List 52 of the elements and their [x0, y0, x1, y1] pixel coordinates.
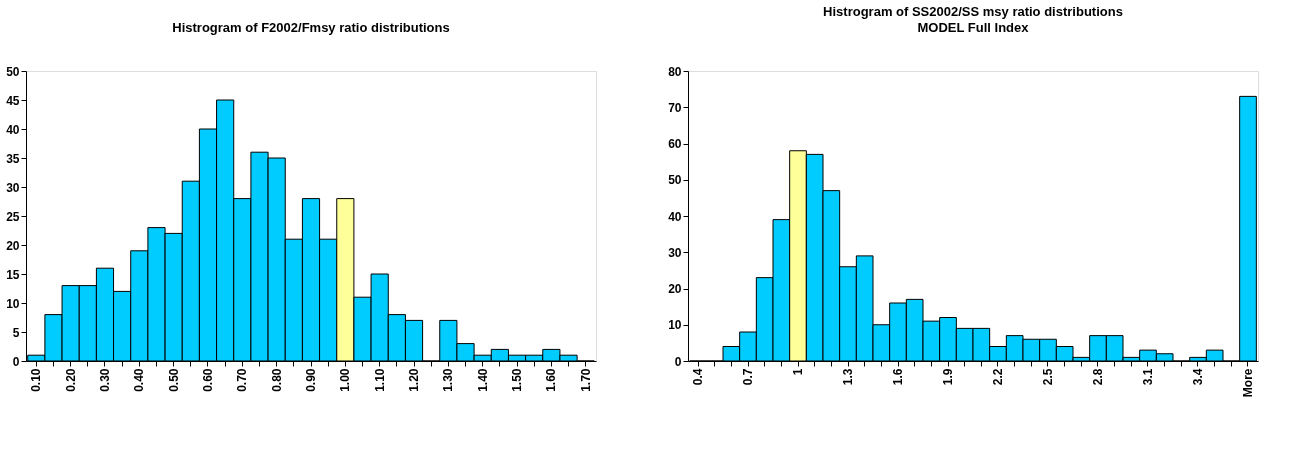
y-tick-label: 50: [6, 64, 20, 79]
x-tick-label: More: [1241, 368, 1255, 398]
y-tick-label: 30: [6, 180, 20, 195]
y-tick-label: 45: [6, 93, 20, 108]
x-tick-label: 0.70: [235, 368, 250, 392]
x-tick-label: 1.50: [510, 368, 525, 392]
x-tick-label: 2.8: [1091, 368, 1105, 386]
y-tick-label: 5: [12, 325, 20, 340]
x-tick-label: 1.40: [475, 368, 490, 392]
y-tick-label: 0: [674, 354, 682, 369]
y-tick-label: 40: [668, 209, 682, 224]
x-tick-label: 1.70: [578, 368, 593, 392]
x-tick-label: 2.2: [991, 368, 1005, 386]
x-tick-label: 0.80: [269, 368, 284, 392]
x-tick-label: 3.1: [1141, 368, 1155, 386]
chart-subtitle: MODEL Full Index: [917, 20, 1030, 35]
y-tick-label: 70: [668, 100, 682, 115]
x-tick-label: 0.40: [132, 368, 147, 392]
y-tick-label: 10: [668, 318, 682, 333]
y-tick-label: 25: [6, 209, 20, 224]
x-tick-label: 1.10: [372, 368, 387, 392]
x-tick-label: 0.60: [200, 368, 215, 392]
chart-title: Histrogram of SS2002/SS msy ratio distributions: [823, 4, 1123, 19]
x-tick-label: 0.50: [166, 368, 181, 392]
x-tick-label: 2.5: [1041, 368, 1055, 386]
y-tick-label: 60: [668, 137, 682, 151]
y-tick-label: 15: [6, 267, 20, 282]
x-tick-label: 1.6: [891, 368, 905, 386]
x-tick-label: 0.90: [304, 368, 318, 392]
x-tick-label: 1.20: [407, 368, 422, 392]
x-tick-label: 1: [791, 368, 805, 376]
y-tick-label: 20: [668, 282, 682, 296]
y-tick-label: 0: [12, 354, 20, 369]
x-tick-label: 0.7: [741, 368, 755, 386]
y-tick-label: 30: [668, 245, 682, 260]
x-tick-label: 3.4: [1191, 368, 1205, 386]
x-tick-label: 1.30: [441, 368, 456, 392]
chart-title: Histrogram of F2002/Fmsy ratio distributions: [172, 20, 450, 35]
y-tick-label: 80: [668, 64, 682, 79]
x-tick-label: 0.10: [29, 368, 44, 392]
x-tick-label: 0.4: [691, 368, 705, 386]
y-tick-label: 20: [6, 238, 20, 253]
x-tick-label: 1.60: [544, 368, 559, 392]
x-tick-label: 0.20: [63, 368, 78, 392]
y-tick-label: 50: [668, 173, 682, 188]
y-tick-label: 40: [6, 122, 20, 137]
x-tick-label: 1.3: [841, 368, 855, 386]
y-tick-label: 35: [6, 151, 20, 166]
y-tick-label: 10: [6, 296, 20, 311]
x-tick-label: 1.00: [338, 368, 353, 392]
x-tick-label: 1.9: [941, 368, 955, 386]
x-tick-label: 0.30: [97, 368, 112, 392]
